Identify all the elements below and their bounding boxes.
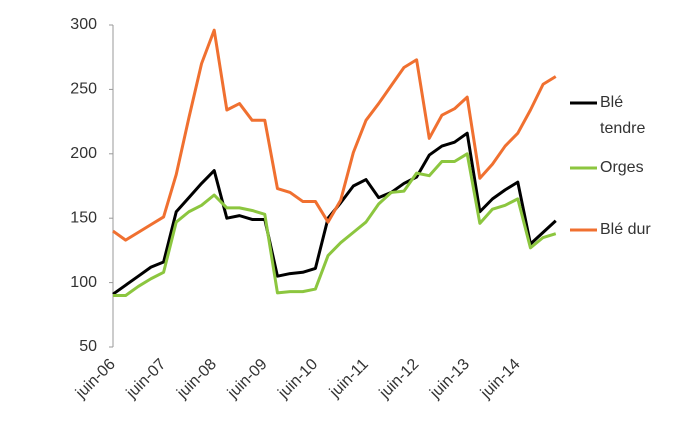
- x-tick-label: juin-08: [173, 356, 220, 403]
- x-tick-label: juin-07: [123, 356, 170, 403]
- x-tick-label: juin-14: [477, 356, 524, 403]
- legend-label: Orges: [600, 159, 644, 176]
- series-line: [112, 28, 557, 242]
- y-tick-label: 50: [79, 338, 97, 355]
- y-tick-label: 250: [70, 81, 97, 98]
- x-tick-label: juin-11: [326, 356, 372, 402]
- x-tick-label: juin-09: [224, 356, 271, 403]
- x-tick-label: juin-10: [275, 356, 322, 403]
- y-tick-label: 300: [70, 16, 97, 33]
- series-line: [113, 152, 557, 297]
- x-tick-label: juin-06: [72, 356, 119, 403]
- y-tick-label: 200: [70, 145, 97, 162]
- x-tick-label: juin-12: [376, 356, 423, 403]
- x-tick-label: juin-13: [426, 356, 473, 403]
- legend-label: Blé tendre: [600, 94, 646, 137]
- legend-label: Blé dur: [600, 221, 651, 238]
- y-tick-label: 100: [70, 274, 97, 291]
- y-tick-label: 150: [70, 209, 97, 226]
